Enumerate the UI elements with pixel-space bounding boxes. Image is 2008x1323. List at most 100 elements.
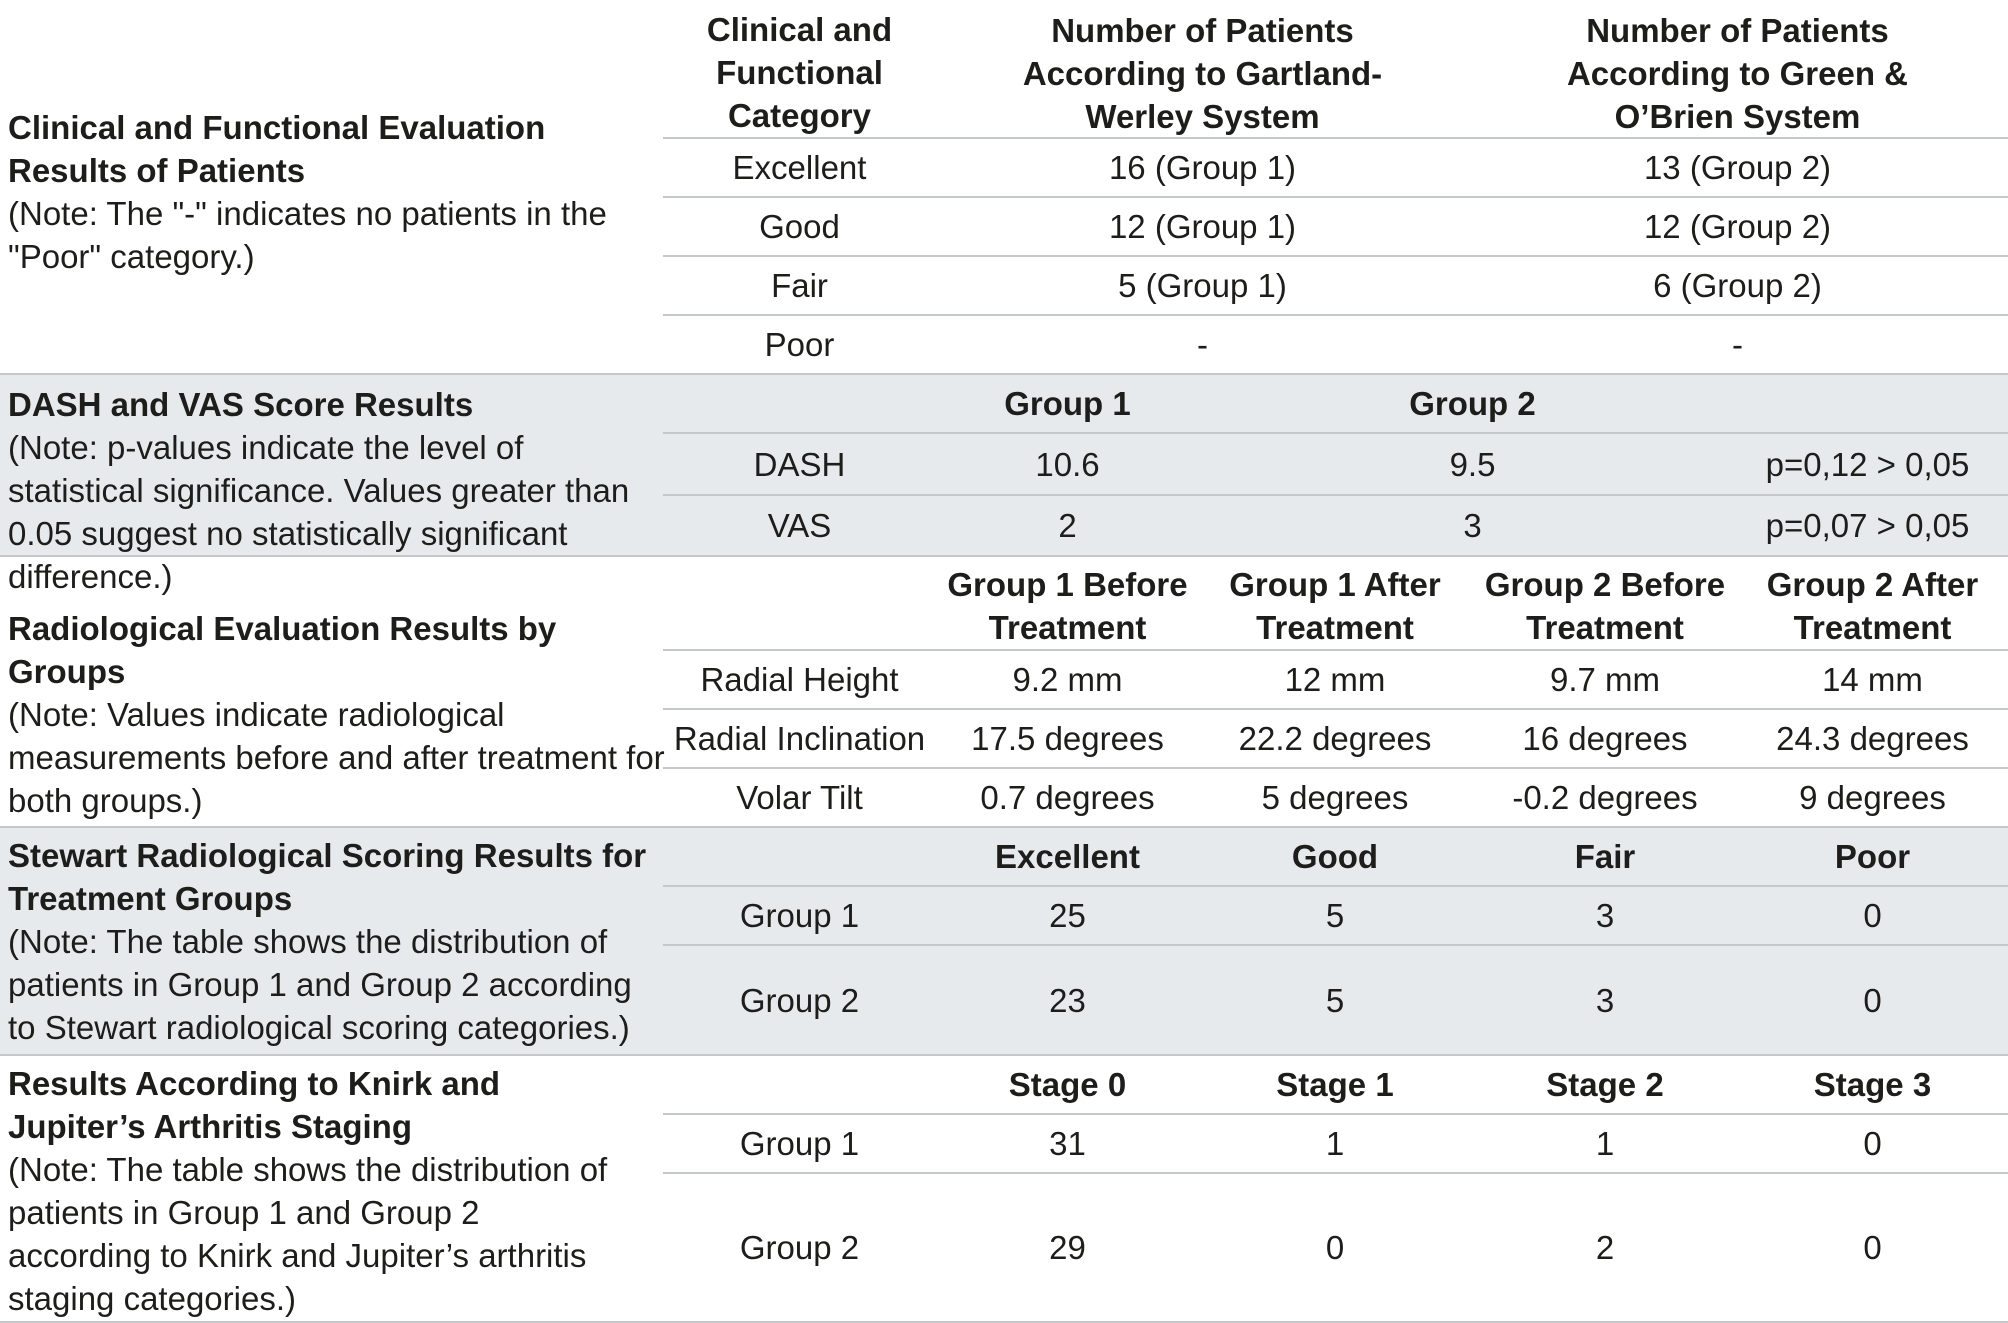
section-title: Results According to Knirk and Jupiter’s… <box>8 1065 501 1145</box>
table-cell: 31 <box>1049 1125 1086 1162</box>
table-cell: Radial Height <box>700 661 899 698</box>
table-cell: 10.6 <box>1035 445 1100 483</box>
header-good: Good <box>1291 838 1379 875</box>
section-radiological: Radiological Evaluation Results by Group… <box>0 557 2008 826</box>
table-cell: 9.7 mm <box>1549 661 1661 698</box>
table-cell: 25 <box>1049 897 1086 934</box>
table-cell: 17.5 degrees <box>971 720 1164 757</box>
table-cell: 0 <box>1863 981 1882 1019</box>
section-clinical-functional: Clinical and Functional Evaluation Resul… <box>0 0 2008 373</box>
header-stage-1: Stage 1 <box>1276 1066 1394 1103</box>
table-cell: DASH <box>753 445 846 483</box>
table-cell: Group 2 <box>739 1229 860 1266</box>
row-divider <box>663 1172 2008 1174</box>
table-cell: 5 degrees <box>1261 779 1409 816</box>
row-divider <box>663 196 2008 198</box>
header-category: Clinical and Functional Category <box>706 10 893 134</box>
header-group-2-after: Group 2 After Treatment <box>1766 566 1979 646</box>
row-divider <box>663 708 2008 710</box>
row-divider <box>663 314 2008 316</box>
section-divider <box>0 1054 2008 1056</box>
table-cell: 3 <box>1595 897 1615 934</box>
section-note: (Note: Values indicate radiological meas… <box>8 696 665 819</box>
table-cell: Excellent <box>732 149 867 186</box>
header-stage-2: Stage 2 <box>1546 1066 1664 1103</box>
header-green-obrien: Number of Patients According to Green & … <box>1566 11 1909 135</box>
table-cell: 5 <box>1325 897 1345 934</box>
table-cell: 1 <box>1595 1125 1615 1162</box>
table-cell: 2 <box>1595 1229 1615 1266</box>
table-cell: 12 (Group 1) <box>1108 208 1297 245</box>
header-poor: Poor <box>1834 838 1911 875</box>
table-cell: Fair <box>771 267 828 304</box>
table-cell: 23 <box>1049 981 1086 1019</box>
table-cell: 0 <box>1863 897 1882 934</box>
table-cell: Group 1 <box>739 897 860 934</box>
row-divider <box>663 137 2008 139</box>
header-group-1-after: Group 1 After Treatment <box>1229 566 1441 646</box>
section-note: (Note: The table shows the distribution … <box>8 1151 608 1317</box>
section-divider <box>0 826 2008 828</box>
table-cell: 9.2 mm <box>1012 661 1123 698</box>
table-cell: 0 <box>1863 1229 1882 1266</box>
table-cell: VAS <box>767 507 832 544</box>
table-cell: 9 degrees <box>1799 779 1946 816</box>
row-divider <box>663 885 2008 887</box>
table-cell: 0 <box>1325 1229 1345 1266</box>
table-cell: Group 2 <box>739 981 860 1019</box>
table-cell: 5 <box>1325 981 1345 1019</box>
table-cell: - <box>1732 326 1743 363</box>
section-divider <box>0 555 2008 557</box>
row-divider <box>663 494 2008 496</box>
table-cell: Radial Inclination <box>673 720 926 757</box>
header-group-2-before: Group 2 Before Treatment <box>1484 566 1726 646</box>
table-cell: Poor <box>764 326 835 363</box>
table-cell: Group 1 <box>739 1125 860 1162</box>
section-divider <box>0 1321 2008 1323</box>
section-dash-vas: DASH and VAS Score Results (Note: p-valu… <box>0 375 2008 595</box>
table-cell: 1 <box>1325 1125 1345 1162</box>
section-title-block: Radiological Evaluation Results by Group… <box>8 607 668 822</box>
header-stage-0: Stage 0 <box>1008 1066 1127 1103</box>
table-cell: 5 (Group 1) <box>1118 267 1287 304</box>
header-group-1: Group 1 <box>1004 385 1131 422</box>
row-divider <box>663 944 2008 946</box>
section-title-block: Clinical and Functional Evaluation Resul… <box>8 106 668 278</box>
table-cell: 22.2 degrees <box>1238 720 1432 757</box>
section-title-block: Results According to Knirk and Jupiter’s… <box>8 1062 628 1320</box>
row-divider <box>663 255 2008 257</box>
table-cell: 12 mm <box>1284 661 1386 698</box>
section-knirk-jupiter: Results According to Knirk and Jupiter’s… <box>0 1056 2008 1321</box>
table-cell: Volar Tilt <box>736 779 863 816</box>
p-value: p=0,12 > 0,05 <box>1765 445 1970 483</box>
header-excellent: Excellent <box>995 838 1140 875</box>
section-title: Radiological Evaluation Results by Group… <box>8 610 557 690</box>
table-cell: 14 mm <box>1822 661 1923 698</box>
table-cell: 16 (Group 1) <box>1108 149 1297 186</box>
section-title-block: Stewart Radiological Scoring Results for… <box>8 834 663 1049</box>
table-cell: 6 (Group 2) <box>1653 267 1822 304</box>
table-cell: -0.2 degrees <box>1512 779 1698 816</box>
section-title-block: DASH and VAS Score Results (Note: p-valu… <box>8 383 663 598</box>
table-cell: 29 <box>1049 1229 1086 1266</box>
table-cell: Good <box>759 208 840 245</box>
table-cell: 3 <box>1463 507 1482 544</box>
section-note: (Note: The "-" indicates no patients in … <box>8 195 607 275</box>
section-note: (Note: p-values indicate the level of st… <box>8 429 630 595</box>
table-cell: 2 <box>1058 507 1077 544</box>
section-divider <box>0 373 2008 375</box>
section-stewart: Stewart Radiological Scoring Results for… <box>0 828 2008 1054</box>
table-cell: 3 <box>1595 981 1615 1019</box>
header-fair: Fair <box>1574 838 1636 875</box>
header-group-2: Group 2 <box>1409 385 1536 422</box>
table-cell: - <box>1197 326 1208 363</box>
table-cell: 13 (Group 2) <box>1643 149 1832 186</box>
section-title: Clinical and Functional Evaluation Resul… <box>8 109 546 189</box>
row-divider <box>663 1113 2008 1115</box>
section-title: DASH and VAS Score Results <box>8 386 474 423</box>
p-value: p=0,07 > 0,05 <box>1765 507 1970 544</box>
section-note: (Note: The table shows the distribution … <box>8 923 632 1046</box>
table-cell: 9.5 <box>1449 445 1496 483</box>
section-title: Stewart Radiological Scoring Results for… <box>8 837 647 917</box>
